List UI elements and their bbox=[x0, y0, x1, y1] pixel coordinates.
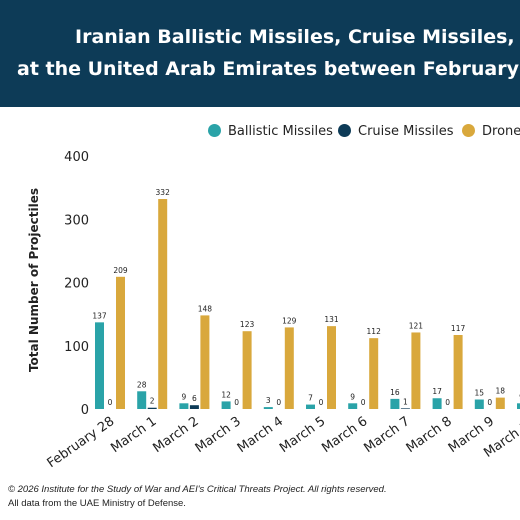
data-label-cruise: 0 bbox=[487, 398, 492, 407]
bar-drones bbox=[200, 315, 210, 409]
bar-drones bbox=[284, 327, 294, 409]
legend-item-drones: Drones bbox=[462, 124, 520, 142]
data-label-ballistic: 7 bbox=[308, 394, 313, 403]
bar-cruise bbox=[189, 405, 199, 409]
bar-drones bbox=[242, 331, 252, 409]
copyright-note: © 2026 Institute for the Study of War an… bbox=[8, 484, 387, 495]
bar-drones bbox=[453, 334, 463, 409]
data-label-cruise: 0 bbox=[234, 398, 239, 407]
data-label-ballistic: 28 bbox=[137, 380, 147, 389]
y-tick-label: 100 bbox=[64, 340, 89, 355]
data-label-cruise: 0 bbox=[319, 398, 324, 407]
y-tick-label: 400 bbox=[64, 150, 89, 165]
data-label-ballistic: 137 bbox=[92, 311, 107, 320]
data-label-ballistic: 9 bbox=[350, 392, 355, 401]
source-note: All data from the UAE Ministry of Defens… bbox=[8, 498, 186, 509]
y-tick-label: 300 bbox=[64, 213, 89, 228]
data-label-ballistic: 17 bbox=[432, 387, 442, 396]
y-axis-label: Total Number of Projectiles bbox=[27, 188, 41, 372]
data-label-cruise: 1 bbox=[403, 397, 408, 406]
data-label-ballistic: 3 bbox=[266, 396, 271, 405]
legend-label-cruise: Cruise Missiles bbox=[358, 124, 454, 139]
data-label-drones: 148 bbox=[198, 304, 213, 313]
bar-ballistic bbox=[306, 404, 315, 409]
data-label-drones: 209 bbox=[113, 266, 128, 275]
chart-title-line-1: Iranian Ballistic Missiles, Cruise Missi… bbox=[75, 26, 520, 48]
x-tick-label: February 28 bbox=[45, 414, 118, 471]
bar-ballistic bbox=[517, 403, 520, 409]
data-label-cruise: 0 bbox=[445, 398, 450, 407]
legend-item-cruise: Cruise Missiles bbox=[338, 124, 454, 142]
legend-swatch-cruise bbox=[338, 124, 351, 137]
bar-ballistic bbox=[137, 391, 147, 409]
bar-drones bbox=[116, 276, 125, 409]
chart-title-line-2: at the United Arab Emirates between Febr… bbox=[17, 58, 520, 80]
x-tick-label: March 4 bbox=[235, 414, 286, 456]
y-tick-label: 200 bbox=[64, 277, 89, 292]
data-label-cruise: 2 bbox=[150, 397, 155, 406]
bar-ballistic bbox=[179, 403, 189, 409]
data-label-drones: 129 bbox=[282, 316, 297, 325]
legend-label-drones: Drones bbox=[482, 124, 520, 139]
x-tick-label: March 5 bbox=[277, 414, 328, 456]
data-label-drones: 112 bbox=[367, 327, 382, 336]
data-label-cruise: 0 bbox=[108, 398, 113, 407]
bar-drones bbox=[411, 332, 421, 409]
bar-ballistic bbox=[432, 398, 442, 409]
data-label-cruise: 6 bbox=[192, 394, 197, 403]
legend-label-ballistic: Ballistic Missiles bbox=[228, 124, 333, 139]
bar-ballistic bbox=[95, 322, 104, 409]
x-tick-label: March 2 bbox=[150, 414, 201, 456]
title-banner: Iranian Ballistic Missiles, Cruise Missi… bbox=[0, 0, 520, 107]
bar-drones bbox=[158, 199, 168, 409]
data-label-drones: 18 bbox=[496, 387, 506, 396]
bar-ballistic bbox=[263, 407, 273, 409]
data-label-drones: 117 bbox=[451, 324, 466, 333]
bar-drones bbox=[327, 326, 336, 409]
data-label-cruise: 0 bbox=[276, 398, 281, 407]
x-tick-label: March 3 bbox=[193, 414, 244, 456]
bar-ballistic bbox=[348, 403, 358, 409]
data-label-drones: 332 bbox=[156, 188, 171, 197]
data-label-drones: 123 bbox=[240, 320, 255, 329]
x-tick-label: March 8 bbox=[404, 414, 455, 456]
bar-cruise bbox=[147, 407, 157, 409]
bar-ballistic bbox=[474, 399, 484, 409]
data-label-ballistic: 9 bbox=[182, 392, 187, 401]
data-label-drones: 121 bbox=[409, 321, 424, 330]
x-tick-label: March 1 bbox=[108, 414, 159, 456]
legend-swatch-ballistic bbox=[208, 124, 221, 137]
bar-cruise bbox=[400, 408, 410, 409]
data-label-ballistic: 15 bbox=[475, 389, 485, 398]
bar-drones bbox=[369, 338, 379, 409]
y-tick-label: 0 bbox=[81, 403, 89, 418]
x-tick-label: March 6 bbox=[319, 414, 370, 456]
data-label-cruise: 0 bbox=[361, 398, 366, 407]
legend-item-ballistic: Ballistic Missiles bbox=[208, 124, 333, 142]
x-tick-label: March 7 bbox=[361, 414, 412, 456]
data-label-drones: 131 bbox=[324, 315, 339, 324]
data-label-ballistic: 16 bbox=[390, 388, 400, 397]
legend-swatch-drones bbox=[462, 124, 475, 137]
bar-ballistic bbox=[390, 398, 400, 409]
bar-ballistic bbox=[221, 401, 231, 409]
bar-drones bbox=[495, 397, 505, 409]
data-label-ballistic: 12 bbox=[221, 390, 231, 399]
